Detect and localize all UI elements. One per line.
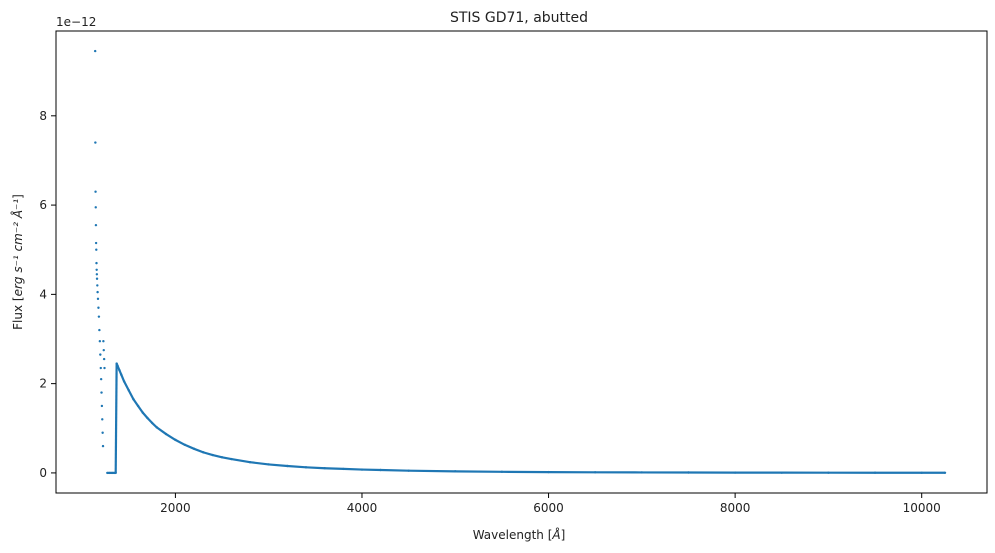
y-axis-label-unit: erg s⁻¹ cm⁻² Å⁻¹ xyxy=(10,199,25,297)
data-points xyxy=(93,49,947,475)
data-point-trace xyxy=(212,453,223,459)
data-point xyxy=(96,290,99,294)
y-tick-label: 0 xyxy=(39,466,47,480)
data-point xyxy=(96,284,99,287)
data-point-trace xyxy=(380,468,409,472)
data-point-trace xyxy=(184,443,195,450)
data-point-trace xyxy=(123,380,130,391)
data-point-trace xyxy=(221,456,232,461)
plot-frame xyxy=(55,30,988,494)
data-point xyxy=(95,277,99,280)
x-axis-label-suffix: ] xyxy=(561,528,566,542)
x-axis-ticks: 2000 4000 6000 8000 10000 xyxy=(160,493,941,515)
data-point-trace xyxy=(120,374,126,382)
x-tick-label: 6000 xyxy=(533,501,564,515)
data-point xyxy=(99,377,103,381)
data-point-trace xyxy=(193,447,204,454)
data-point xyxy=(94,190,97,193)
data-point-trace xyxy=(305,466,325,470)
x-tick-label: 4000 xyxy=(347,501,378,515)
y-offset-label: 1e−12 xyxy=(56,15,96,29)
data-point xyxy=(103,366,106,370)
data-point-trace xyxy=(203,451,214,457)
y-tick-label: 4 xyxy=(39,287,47,301)
y-axis-label-prefix: Flux [ xyxy=(11,296,25,329)
data-point xyxy=(97,306,100,309)
y-axis-label: Flux [erg s⁻¹ cm⁻² Å⁻¹] xyxy=(10,194,25,330)
data-point xyxy=(95,268,98,272)
data-point xyxy=(101,444,105,448)
data-point xyxy=(102,357,106,361)
data-point-trace xyxy=(127,389,135,400)
x-axis-label-prefix: Wavelength [ xyxy=(473,528,553,542)
data-point-trace xyxy=(268,463,288,468)
data-point xyxy=(95,248,98,251)
chart-title: STIS GD71, abutted xyxy=(450,10,588,26)
y-tick-label: 8 xyxy=(39,109,47,123)
x-axis-label: Wavelength [Å] xyxy=(473,527,566,542)
data-point xyxy=(94,223,98,227)
data-point xyxy=(102,348,105,352)
data-point-trace xyxy=(174,438,186,446)
x-tick-label: 2000 xyxy=(160,501,191,515)
data-point xyxy=(100,404,104,408)
x-axis-label-unit: Å xyxy=(551,527,560,542)
data-point-trace xyxy=(287,464,307,469)
data-point xyxy=(99,353,102,356)
data-point-trace xyxy=(156,426,167,435)
data-point xyxy=(93,49,97,53)
data-point-trace xyxy=(132,398,139,407)
data-point xyxy=(95,261,98,265)
data-point xyxy=(102,340,105,343)
y-tick-label: 2 xyxy=(39,377,47,391)
data-point xyxy=(94,206,97,209)
data-point xyxy=(101,418,104,421)
data-point-trace xyxy=(231,457,251,464)
y-tick-label: 6 xyxy=(39,198,47,212)
data-point xyxy=(97,315,101,318)
x-tick-label: 8000 xyxy=(720,501,751,515)
data-point xyxy=(101,431,104,434)
data-point xyxy=(94,241,98,245)
x-tick-label: 10000 xyxy=(903,501,941,515)
data-point-trace xyxy=(343,467,363,471)
data-point xyxy=(96,297,100,301)
data-point xyxy=(99,366,102,370)
data-point xyxy=(94,141,97,144)
data-point xyxy=(100,391,103,394)
data-point-trace xyxy=(137,405,144,414)
data-point xyxy=(98,340,102,343)
y-axis-label-suffix: ] xyxy=(11,194,25,199)
data-point-trace xyxy=(408,469,456,473)
data-point-trace xyxy=(324,467,344,470)
data-point xyxy=(98,328,101,332)
data-point-trace xyxy=(114,363,118,473)
data-point xyxy=(943,471,947,474)
data-point-trace xyxy=(249,461,269,466)
data-point-trace xyxy=(165,433,176,441)
y-axis-ticks: 0 2 4 6 8 xyxy=(39,109,56,480)
data-point xyxy=(95,273,99,276)
